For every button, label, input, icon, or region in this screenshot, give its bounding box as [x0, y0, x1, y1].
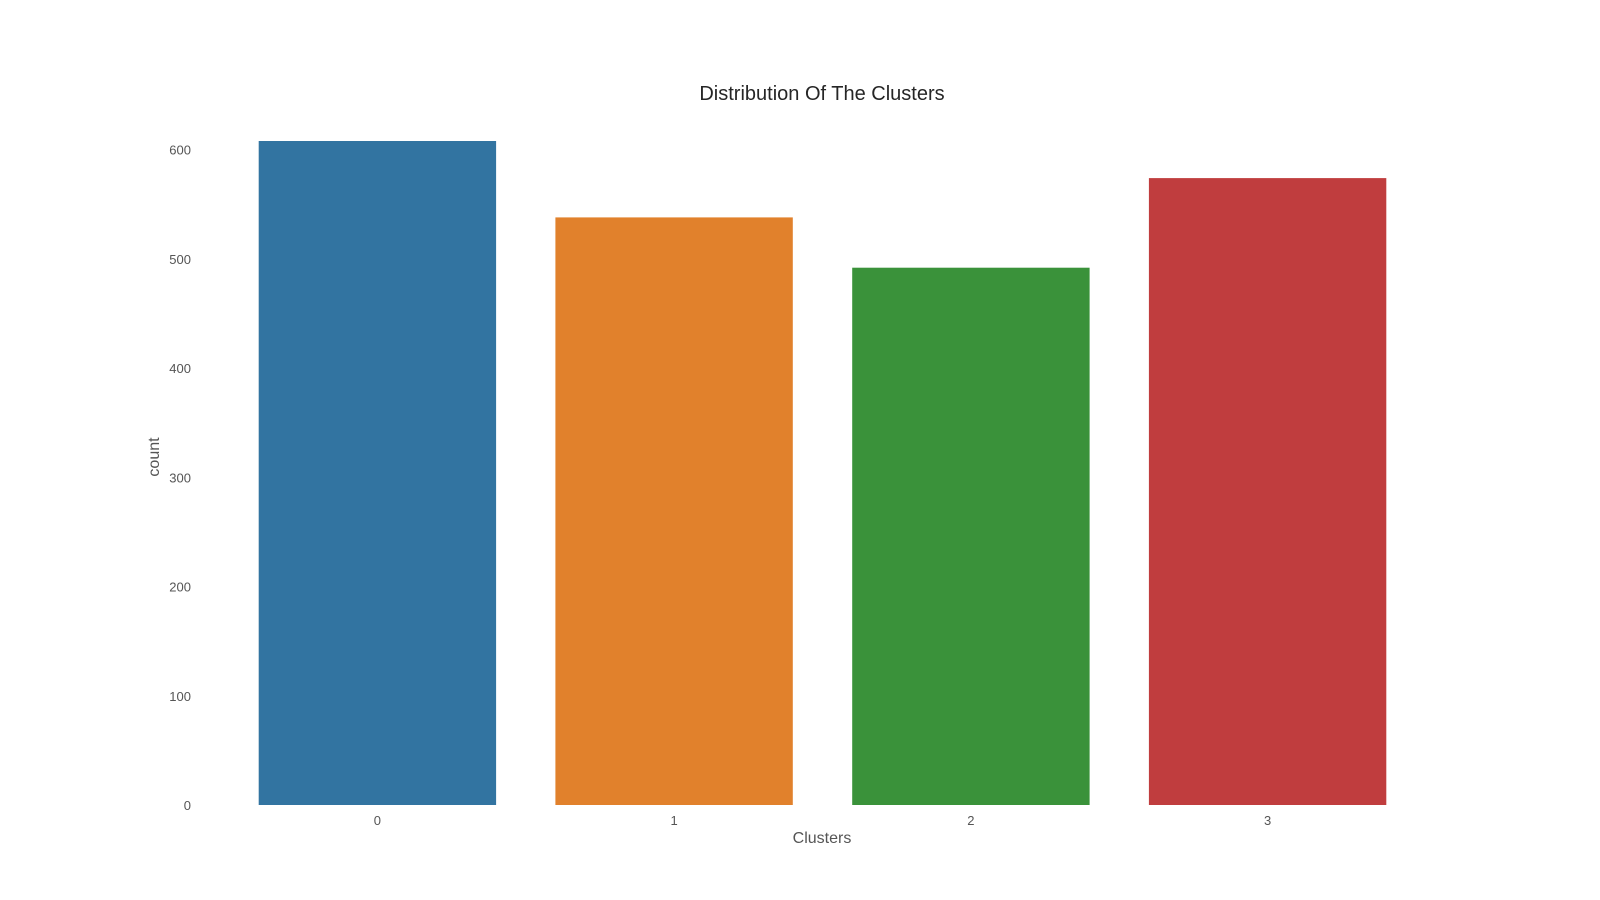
bar-cluster-1 [555, 217, 793, 805]
y-tick-label: 600 [169, 143, 191, 158]
bar-cluster-2 [852, 267, 1090, 805]
bars-group [258, 141, 1387, 806]
bar-cluster-0 [258, 141, 497, 805]
x-axis-ticks: 0 1 2 3 [374, 813, 1271, 828]
y-tick-label: 100 [169, 689, 191, 704]
x-tick-label: 2 [967, 813, 974, 828]
x-tick-label: 0 [374, 813, 381, 828]
y-tick-label: 200 [169, 580, 191, 595]
y-tick-label: 0 [184, 798, 191, 813]
y-tick-label: 400 [169, 361, 191, 376]
y-axis-ticks: 0 100 200 300 400 500 600 [169, 143, 191, 813]
x-tick-label: 1 [670, 813, 677, 828]
bar-cluster-3 [1148, 178, 1387, 806]
y-tick-label: 300 [169, 470, 191, 485]
x-axis-label: Clusters [793, 830, 852, 847]
y-tick-label: 500 [169, 252, 191, 267]
x-tick-label: 3 [1264, 813, 1271, 828]
chart-title: Distribution Of The Clusters [699, 83, 944, 105]
y-axis-label: count [146, 437, 163, 477]
